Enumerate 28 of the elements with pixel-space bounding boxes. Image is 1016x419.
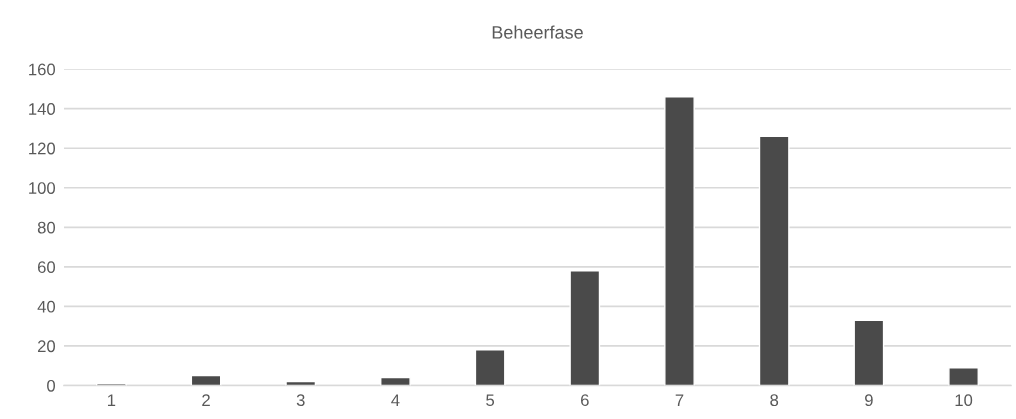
- bar: [474, 349, 506, 386]
- y-tick-label: 160: [29, 63, 56, 76]
- y-tick-label: 80: [37, 221, 56, 234]
- x-tick-label: 2: [202, 394, 210, 406]
- bar: [380, 376, 411, 386]
- x-tick-label: 9: [865, 394, 873, 407]
- x-tick-label: 1: [107, 394, 116, 406]
- x-tick-label: 3: [296, 394, 305, 407]
- y-tick-label: 120: [29, 142, 56, 155]
- y-tick-label: 60: [37, 261, 56, 274]
- x-tick-label: 10: [955, 394, 973, 407]
- bar: [948, 366, 979, 386]
- bar: [190, 374, 222, 386]
- y-tick-label: 0: [47, 379, 56, 392]
- x-tick-label: 4: [391, 394, 400, 406]
- bar: [664, 96, 695, 386]
- bar: [853, 319, 885, 386]
- bar: [569, 270, 601, 386]
- y-tick-label: 100: [29, 182, 56, 194]
- x-tick-label: 5: [486, 394, 495, 407]
- x-tick-label: 8: [770, 394, 779, 407]
- bar: [758, 135, 790, 386]
- x-tick-label: 7: [675, 394, 684, 406]
- y-tick-label: 140: [29, 103, 56, 115]
- chart-title: Beheerfase: [492, 25, 583, 39]
- x-tick-label: 6: [581, 394, 589, 407]
- y-tick-label: 40: [37, 300, 56, 313]
- y-tick-label: 20: [37, 340, 56, 353]
